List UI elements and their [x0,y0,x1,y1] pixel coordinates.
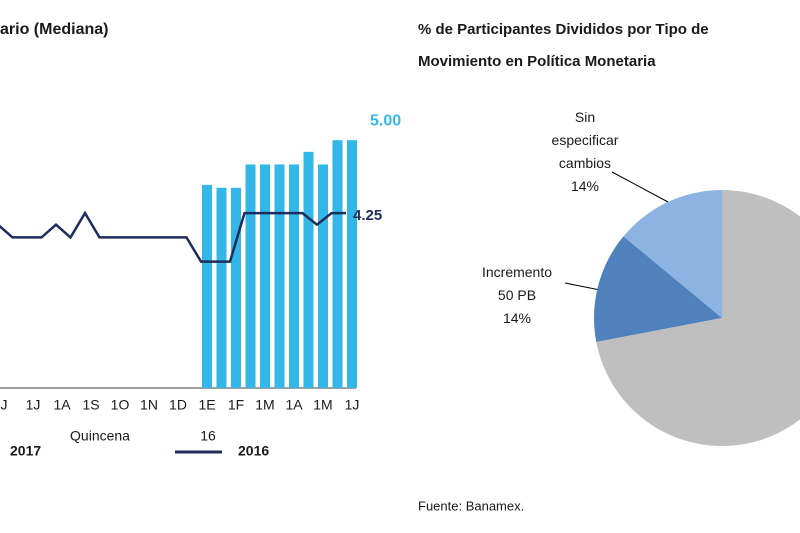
x-tick-label: 1J [345,397,360,413]
bar [260,164,270,388]
category-label: Incremento 50 PB [481,264,553,303]
pie-label: Sin especificar cambios 14% [552,106,619,198]
category-label: Sin especificar cambios [551,109,619,171]
x-tick-label: J [1,397,8,413]
x-tick-label: 1D [169,397,187,413]
bar [231,187,241,388]
chart-title: Movimiento en Política Monetaria [418,53,656,70]
source-note: Fuente: Banamex. [418,498,524,513]
x-tick-label: 1A [53,397,71,413]
legend-label: 2017 [10,443,41,459]
x-tick-label: 1O [111,397,130,413]
bar [216,187,227,388]
pie-slice [594,236,722,342]
x-tick-label: 1N [140,397,158,413]
pie-slice [596,190,800,446]
x-axis-label: Quincena [70,428,130,444]
x-tick-label: 1F [228,397,244,413]
x-tick-label: 1M [313,397,332,413]
bar [332,140,343,388]
x-tick-label: 1S [82,397,99,413]
data-label: 4.25 [353,207,382,224]
bar [318,164,328,388]
data-label: 5.00 [370,112,401,129]
line [0,210,346,263]
annotation: 16 [200,428,216,444]
bar [202,184,212,388]
bar [347,140,357,388]
pie-label: Incremento 50 PB 14% [482,261,552,330]
legend-label: 2016 [238,443,269,459]
chart-title: % de Participantes Divididos por Tipo de [418,21,709,38]
bar [303,151,314,388]
data-label: 14% [502,310,532,326]
leader-line [611,171,669,203]
bar [289,164,299,388]
data-label: 14% [570,178,600,194]
pie-slice [623,190,722,318]
x-tick-label: 1A [285,397,303,413]
x-tick-label: 1M [255,397,274,413]
bar [274,164,285,388]
leader-line [564,282,601,291]
x-tick-label: 1E [198,397,215,413]
chart-title: ario (Mediana) [0,21,108,38]
x-tick-label: 1J [26,397,41,413]
bar [245,164,256,388]
